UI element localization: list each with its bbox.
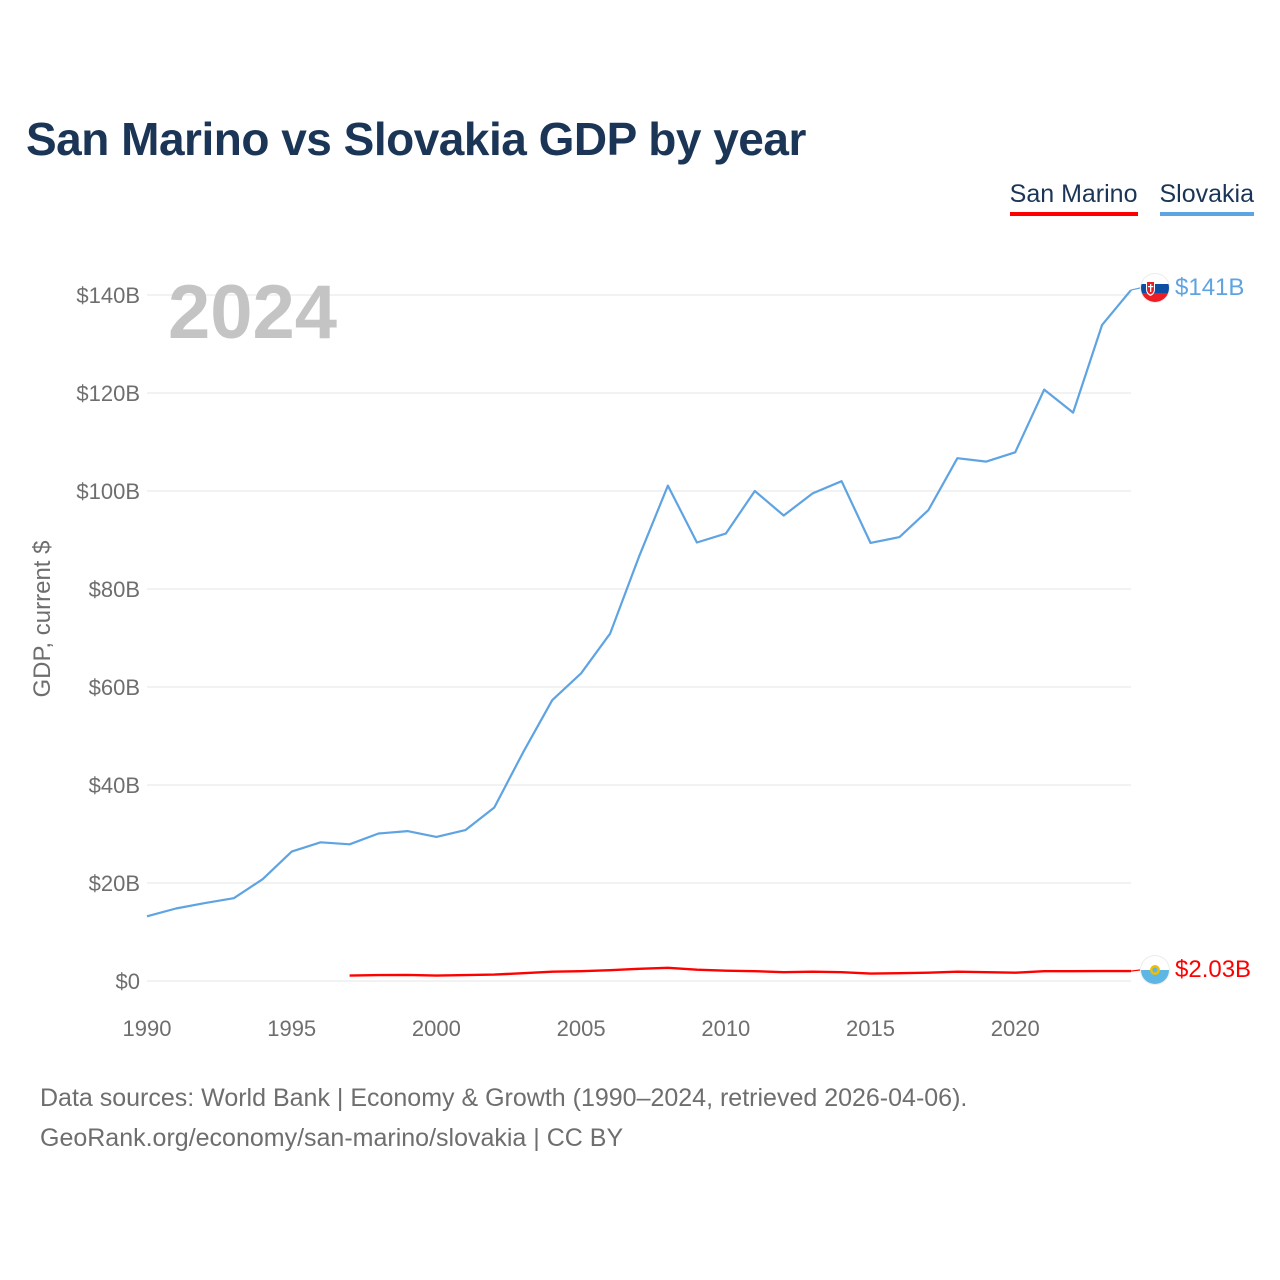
x-tick-label: 2005 [557, 1016, 606, 1041]
series-line-slovakia [146, 289, 1132, 918]
y-tick-label: $20B [89, 871, 140, 896]
series-line-san-marino [349, 966, 1131, 977]
x-tick-label: 2020 [991, 1016, 1040, 1041]
san-marino-flag-icon [1140, 955, 1170, 985]
end-label-slovakia: $141B [1175, 274, 1244, 301]
y-tick-label: $100B [76, 479, 140, 504]
x-tick-label: 2000 [412, 1016, 461, 1041]
y-tick-label: $60B [89, 675, 140, 700]
y-tick-label: $0 [116, 969, 140, 994]
y-tick-label: $40B [89, 773, 140, 798]
y-tick-label: $80B [89, 577, 140, 602]
y-tick-label: $140B [76, 283, 140, 308]
x-tick-label: 2010 [701, 1016, 750, 1041]
legend-item-san-marino[interactable]: San Marino [1009, 180, 1138, 216]
chart-title: San Marino vs Slovakia GDP by year [26, 113, 806, 165]
end-connector [1130, 287, 1141, 291]
legend: San Marino Slovakia [1009, 180, 1254, 216]
source-note: Data sources: World Bank | Economy & Gro… [40, 1084, 968, 1112]
end-connector [1130, 969, 1141, 972]
legend-item-slovakia[interactable]: Slovakia [1159, 180, 1254, 216]
slovakia-flag-icon [1140, 273, 1170, 303]
y-tick-label: $120B [76, 381, 140, 406]
y-axis-label: GDP, current $ [29, 541, 56, 698]
x-tick-label: 2015 [846, 1016, 895, 1041]
end-label-san-marino: $2.03B [1175, 956, 1251, 983]
x-tick-label: 1995 [267, 1016, 316, 1041]
x-tick-label: 1990 [123, 1016, 172, 1041]
year-watermark: 2024 [168, 270, 337, 355]
source-link[interactable]: GeoRank.org/economy/san-marino/slovakia … [40, 1124, 624, 1152]
